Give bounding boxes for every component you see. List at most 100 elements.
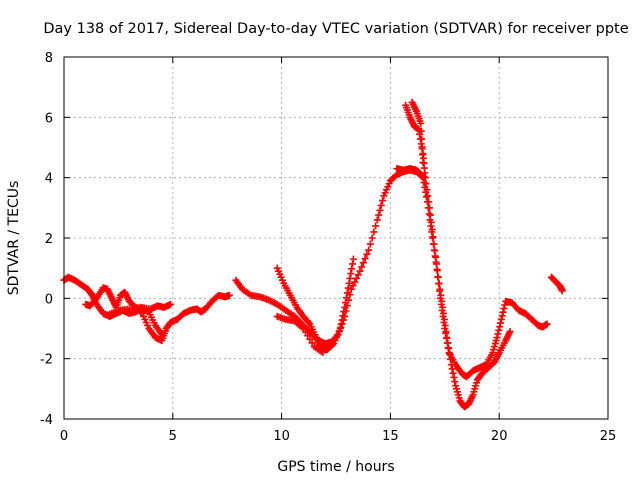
series-seg10 (547, 273, 566, 295)
data-point (340, 308, 348, 316)
axis-ticks (63, 56, 609, 420)
y-axis-label: SDTVAR / TECUs (6, 181, 22, 296)
data-point (497, 319, 505, 327)
data-point (432, 253, 440, 261)
data-point (418, 143, 426, 151)
data-point (319, 349, 327, 357)
y-tick-label: -2 (40, 353, 53, 368)
data-point (352, 274, 360, 282)
x-tick-label: 15 (382, 429, 399, 444)
data-point (376, 206, 384, 214)
data-point (422, 180, 430, 188)
data-point (558, 287, 566, 295)
data-point (429, 233, 437, 241)
data-point (423, 186, 431, 194)
x-tick-labels: 0 5 10 15 20 25 (60, 429, 616, 444)
data-point (498, 312, 506, 320)
data-point (433, 267, 441, 275)
data-point (372, 222, 380, 230)
y-tick-label: 6 (45, 111, 53, 126)
data-point (442, 328, 450, 336)
data-point (431, 247, 439, 255)
data-point (359, 259, 367, 267)
data-point (365, 246, 373, 254)
data-point (361, 255, 369, 263)
data-point (423, 193, 431, 201)
data-point (543, 320, 551, 328)
data-point (433, 260, 441, 268)
data-point (494, 330, 502, 338)
data-point (451, 378, 459, 386)
x-tick-label: 20 (491, 429, 508, 444)
data-point (443, 334, 451, 342)
data-point (428, 226, 436, 234)
data-point (308, 339, 316, 347)
data-point (368, 234, 376, 242)
data-point (366, 240, 374, 248)
data-point (439, 303, 447, 311)
data-point (448, 365, 456, 373)
data-point (444, 339, 452, 347)
data-point (345, 279, 353, 287)
data-point (363, 250, 371, 258)
data-point (356, 267, 364, 275)
y-tick-label: 4 (45, 172, 53, 187)
x-axis-label: GPS time / hours (277, 459, 394, 475)
data-point (341, 303, 349, 311)
data-point (342, 299, 350, 307)
data-point (446, 355, 454, 363)
data-point (343, 289, 351, 297)
data-point (377, 201, 385, 209)
data-point (336, 325, 344, 332)
data-point (349, 260, 357, 268)
data-point (419, 151, 427, 159)
data-point (346, 274, 354, 282)
series-seg5 (273, 255, 357, 354)
data-point (495, 326, 503, 334)
data-point (306, 335, 314, 343)
data-point (418, 135, 426, 143)
data-point (304, 332, 312, 340)
data-point (351, 278, 359, 286)
data-markers (60, 98, 566, 411)
data-point (329, 341, 337, 349)
data-point (450, 373, 458, 381)
data-point (375, 211, 383, 219)
x-tick-label: 0 (60, 429, 68, 444)
data-point (437, 291, 445, 299)
data-point (349, 255, 357, 263)
data-point (421, 174, 429, 182)
data-point (424, 192, 432, 200)
data-point (434, 273, 442, 281)
chart-title: Day 138 of 2017, Sidereal Day-to-day VTE… (43, 21, 628, 37)
y-tick-label: 8 (45, 51, 53, 66)
data-point (426, 204, 434, 212)
data-point (347, 270, 355, 278)
data-point (167, 300, 175, 308)
data-point (446, 350, 454, 358)
data-point (358, 263, 366, 271)
data-point (354, 271, 362, 279)
data-point (305, 318, 313, 326)
data-point (439, 309, 447, 317)
y-tick-label: 0 (45, 292, 53, 307)
data-point (419, 159, 427, 167)
data-point (497, 315, 505, 323)
data-point (425, 210, 433, 218)
data-point (91, 296, 99, 304)
data-point (493, 334, 501, 342)
data-point (373, 216, 381, 224)
data-point (496, 323, 504, 331)
series-seg9 (408, 98, 427, 167)
y-tick-label: -4 (40, 413, 53, 428)
data-point (342, 294, 350, 302)
data-point (425, 198, 433, 206)
data-point (339, 312, 347, 320)
data-point (500, 305, 508, 313)
x-tick-label: 10 (273, 429, 290, 444)
data-point (447, 361, 455, 369)
data-point (379, 197, 387, 205)
data-point (137, 308, 145, 316)
data-point (349, 282, 357, 290)
